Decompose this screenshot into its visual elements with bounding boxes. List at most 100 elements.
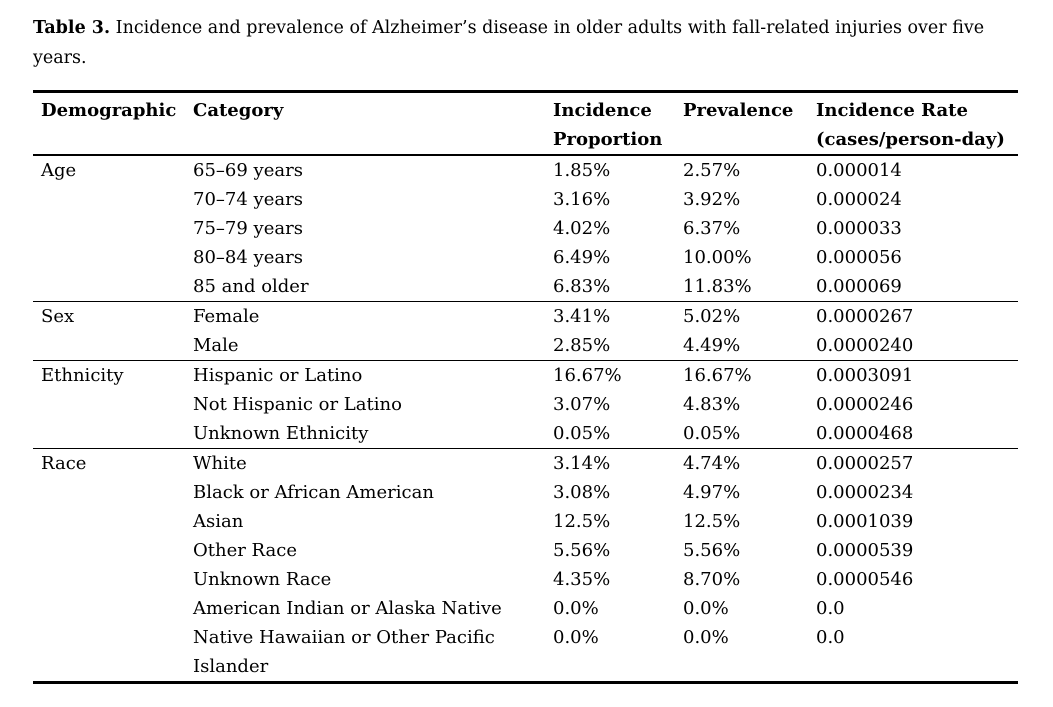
- table-row: 80–84 years 6.49% 10.00% 0.000056: [33, 243, 1018, 272]
- demographic-cell: [33, 623, 193, 683]
- header-category: Category: [193, 91, 553, 156]
- incidence-proportion-cell: 3.14%: [553, 448, 683, 478]
- prevalence-cell: 10.00%: [683, 247, 752, 268]
- category-cell: Native Hawaiian or Other Pacific Islande…: [193, 627, 495, 677]
- header-line: Proportion: [553, 129, 663, 150]
- table-section-ethnicity: Ethnicity Hispanic or Latino 16.67% 16.67% 0…: [33, 360, 1018, 449]
- incidence-rate-cell: 0.0003091: [816, 360, 1018, 390]
- prevalence-cell: 5.56%: [683, 540, 741, 561]
- table-row: Unknown Ethnicity 0.05% 0.05% 0.0000468: [33, 419, 1018, 449]
- category-cell: White: [193, 448, 553, 478]
- incidence-rate-cell: 0.000024: [816, 189, 902, 210]
- prevalence-cell: 8.70%: [683, 569, 741, 590]
- demographic-cell: [33, 185, 193, 214]
- header-line: (cases/person-day): [816, 129, 1005, 150]
- prevalence-cell: 11.83%: [683, 276, 752, 297]
- header-line: Incidence: [553, 100, 652, 121]
- prevalence-cell: 12.5%: [683, 511, 741, 532]
- incidence-rate-cell: 0.0000539: [816, 540, 914, 561]
- category-cell: American Indian or Alaska Native: [193, 598, 502, 619]
- prevalence-cell: 0.0%: [683, 598, 729, 619]
- header-line: Category: [193, 100, 284, 121]
- table-3: Demographic Category Incidence Proportio…: [33, 90, 1018, 684]
- category-cell: Not Hispanic or Latino: [193, 394, 402, 415]
- category-cell: Female: [193, 301, 553, 331]
- incidence-proportion-cell: 0.0%: [553, 627, 599, 648]
- table-caption-label: Table 3.: [33, 18, 111, 38]
- demographic-cell: Ethnicity: [33, 360, 193, 390]
- incidence-proportion-cell: 3.08%: [553, 482, 611, 503]
- table-row: Race White 3.14% 4.74% 0.0000257: [33, 448, 1018, 478]
- table-section-sex: Sex Female 3.41% 5.02% 0.0000267 Male 2.85% 4.4…: [33, 301, 1018, 361]
- table-row: American Indian or Alaska Native 0.0% 0.0%…: [33, 594, 1018, 623]
- table-row: Male 2.85% 4.49% 0.0000240: [33, 331, 1018, 361]
- prevalence-cell: 6.37%: [683, 218, 741, 239]
- category-cell: Other Race: [193, 540, 297, 561]
- incidence-rate-cell: 0.000014: [816, 154, 1018, 185]
- header-line: Incidence Rate: [816, 100, 968, 121]
- demographic-cell: [33, 214, 193, 243]
- demographic-cell: [33, 507, 193, 536]
- incidence-proportion-cell: 4.35%: [553, 569, 611, 590]
- table-row: Other Race 5.56% 5.56% 0.0000539: [33, 536, 1018, 565]
- table-caption-text: Incidence and prevalence of Alzheimer’s …: [33, 18, 985, 68]
- table-row: Asian 12.5% 12.5% 0.0001039: [33, 507, 1018, 536]
- category-cell: Asian: [193, 511, 244, 532]
- header-demographic: Demographic: [33, 91, 193, 156]
- incidence-proportion-cell: 3.07%: [553, 394, 611, 415]
- prevalence-cell: 0.0%: [683, 627, 729, 648]
- incidence-rate-cell: 0.0000267: [816, 301, 1018, 331]
- incidence-proportion-cell: 5.56%: [553, 540, 611, 561]
- prevalence-cell: 3.92%: [683, 189, 741, 210]
- demographic-cell: [33, 243, 193, 272]
- table-row: Not Hispanic or Latino 3.07% 4.83% 0.000024…: [33, 390, 1018, 419]
- header-line: Prevalence: [683, 100, 794, 121]
- table-row: Sex Female 3.41% 5.02% 0.0000267: [33, 301, 1018, 331]
- incidence-rate-cell: 0.0: [816, 598, 845, 619]
- category-cell: Unknown Race: [193, 569, 332, 590]
- category-cell: 75–79 years: [193, 218, 303, 239]
- prevalence-cell: 5.02%: [683, 301, 816, 331]
- demographic-cell: [33, 390, 193, 419]
- demographic-cell: [33, 536, 193, 565]
- header-line: Demographic: [41, 100, 177, 121]
- prevalence-cell: 2.57%: [683, 154, 816, 185]
- incidence-proportion-cell: 2.85%: [553, 335, 611, 356]
- prevalence-cell: 16.67%: [683, 360, 816, 390]
- incidence-proportion-cell: 6.83%: [553, 276, 611, 297]
- incidence-rate-cell: 0.0001039: [816, 511, 914, 532]
- incidence-proportion-cell: 16.67%: [553, 360, 683, 390]
- table-row: Native Hawaiian or Other Pacific Islande…: [33, 623, 1018, 683]
- header-prevalence: Prevalence: [683, 91, 816, 156]
- incidence-rate-cell: 0.0000240: [816, 335, 914, 356]
- table-row: 85 and older 6.83% 11.83% 0.000069: [33, 272, 1018, 302]
- demographic-cell: Age: [33, 154, 193, 185]
- category-cell: 80–84 years: [193, 247, 303, 268]
- incidence-rate-cell: 0.0000246: [816, 394, 914, 415]
- category-cell: 85 and older: [193, 276, 309, 297]
- table-row: Black or African American 3.08% 4.97% 0.000…: [33, 478, 1018, 507]
- header-incidence-proportion: Incidence Proportion: [553, 91, 683, 156]
- incidence-rate-cell: 0.000056: [816, 247, 902, 268]
- table-section-race: Race White 3.14% 4.74% 0.0000257 Black or Afr…: [33, 448, 1018, 683]
- demographic-cell: [33, 419, 193, 449]
- incidence-proportion-cell: 3.41%: [553, 301, 683, 331]
- incidence-rate-cell: 0.0000234: [816, 482, 914, 503]
- demographic-cell: [33, 272, 193, 302]
- incidence-proportion-cell: 12.5%: [553, 511, 611, 532]
- demographic-cell: [33, 594, 193, 623]
- category-cell: 70–74 years: [193, 189, 303, 210]
- incidence-proportion-cell: 1.85%: [553, 154, 683, 185]
- table-caption: Table 3. Incidence and prevalence of Alz…: [33, 13, 1041, 73]
- demographic-cell: [33, 478, 193, 507]
- category-cell: Black or African American: [193, 482, 434, 503]
- header-incidence-rate: Incidence Rate (cases/person-day): [816, 91, 1018, 156]
- incidence-proportion-cell: 0.05%: [553, 423, 611, 444]
- prevalence-cell: 0.05%: [683, 423, 741, 444]
- incidence-rate-cell: 0.000069: [816, 276, 902, 297]
- category-cell: Hispanic or Latino: [193, 360, 553, 390]
- incidence-proportion-cell: 4.02%: [553, 218, 611, 239]
- table-row: Age 65–69 years 1.85% 2.57% 0.000014: [33, 154, 1018, 185]
- prevalence-cell: 4.83%: [683, 394, 741, 415]
- incidence-rate-cell: 0.000033: [816, 218, 902, 239]
